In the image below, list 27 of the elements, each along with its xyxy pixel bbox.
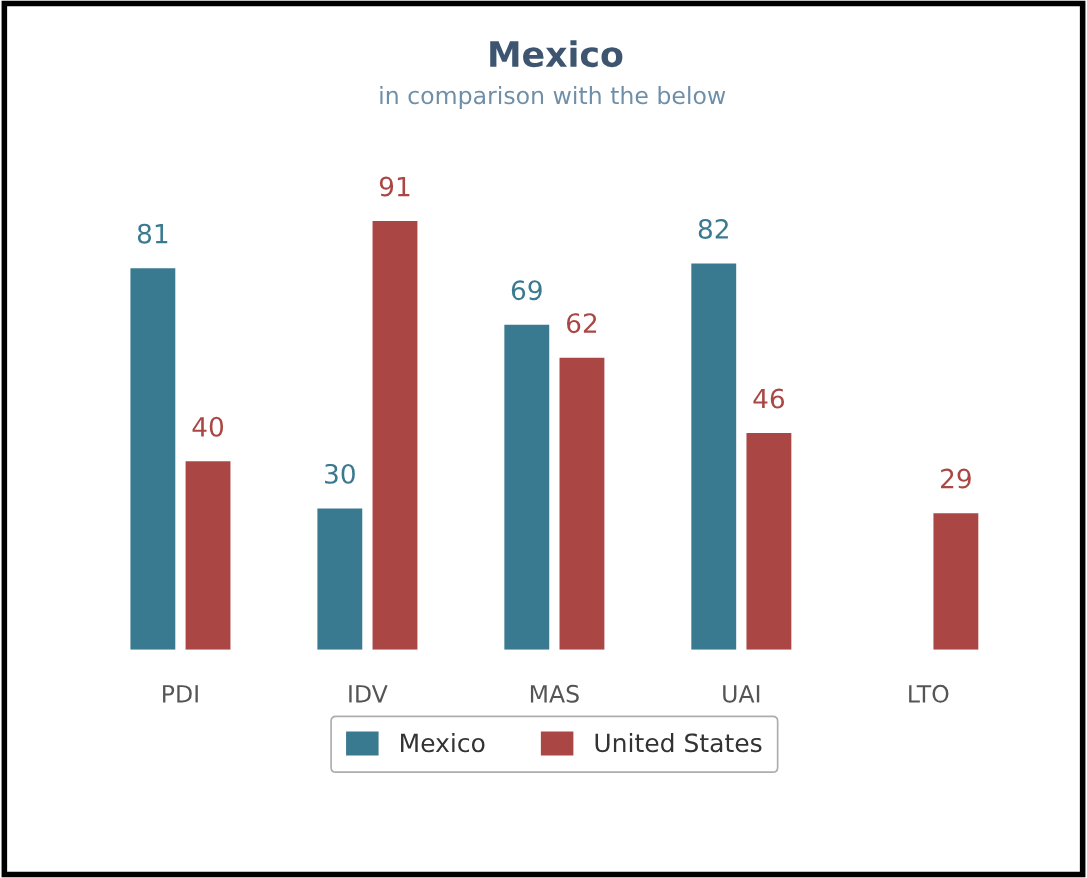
x-tick-label: LTO xyxy=(909,684,949,703)
data-label: 62 xyxy=(567,313,597,334)
x-tick-label: PDI xyxy=(163,685,198,703)
bar xyxy=(933,513,979,650)
legend-label: United States xyxy=(595,732,762,753)
bar xyxy=(372,221,418,650)
legend-label: Mexico xyxy=(401,732,485,753)
x-tick-label: MAS xyxy=(530,684,579,703)
bar xyxy=(317,508,363,650)
bar xyxy=(746,433,792,650)
chart-subtitle: in comparison with the below xyxy=(380,86,726,109)
bar xyxy=(185,461,231,650)
data-label: 81 xyxy=(137,223,168,244)
data-label: 91 xyxy=(379,176,410,197)
data-label: 69 xyxy=(511,280,542,301)
data-label: 29 xyxy=(941,468,971,489)
data-label: 30 xyxy=(325,463,355,484)
data-label: 82 xyxy=(698,218,728,239)
data-label: 40 xyxy=(192,416,224,437)
x-tick-label: UAI xyxy=(723,685,760,703)
data-label: 46 xyxy=(753,388,785,409)
bar xyxy=(691,263,737,650)
chart-title: Mexico xyxy=(490,40,623,68)
bar xyxy=(504,324,550,650)
x-tick-label: IDV xyxy=(349,685,388,703)
bar xyxy=(559,357,605,650)
bar xyxy=(130,268,176,650)
